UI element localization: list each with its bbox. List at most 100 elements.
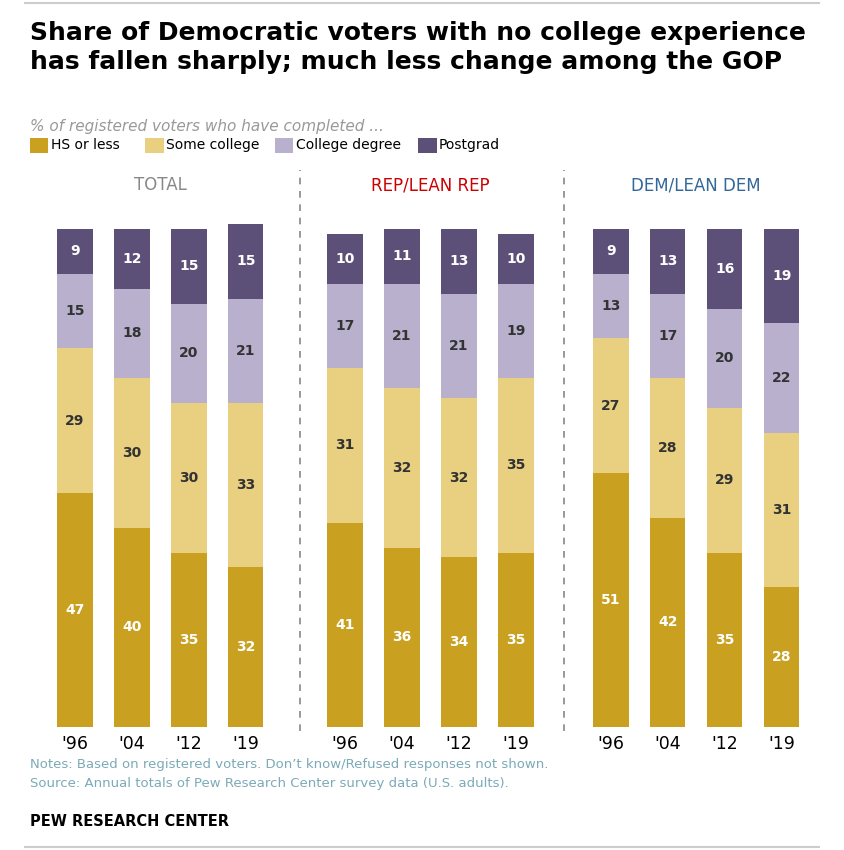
Text: 15: 15 [65, 304, 84, 318]
Text: 31: 31 [335, 439, 354, 452]
Text: 20: 20 [179, 346, 198, 360]
Text: 22: 22 [772, 371, 792, 385]
Text: 16: 16 [715, 262, 734, 275]
Text: 28: 28 [658, 441, 678, 455]
Text: 27: 27 [601, 399, 620, 412]
Bar [498, 234, 533, 284]
Bar [650, 378, 685, 518]
Text: 21: 21 [236, 344, 256, 358]
Bar [441, 558, 477, 727]
Text: 9: 9 [70, 244, 79, 258]
Text: 19: 19 [506, 324, 526, 338]
Text: 47: 47 [65, 603, 84, 617]
Bar [228, 568, 263, 727]
Text: Some college: Some college [166, 139, 260, 152]
Bar [764, 587, 799, 727]
Text: 35: 35 [715, 632, 734, 647]
Bar [593, 473, 629, 727]
Text: Notes: Based on registered voters. Don’t know/Refused responses not shown.
Sourc: Notes: Based on registered voters. Don’t… [30, 758, 548, 790]
Text: 17: 17 [658, 329, 678, 343]
Text: Postgrad: Postgrad [439, 139, 500, 152]
Text: 29: 29 [65, 414, 84, 428]
Text: 33: 33 [236, 479, 256, 492]
Bar [327, 234, 363, 284]
Text: 12: 12 [122, 252, 142, 266]
Bar [707, 229, 743, 309]
Text: 21: 21 [449, 339, 468, 353]
Bar [114, 289, 149, 378]
Text: 32: 32 [392, 461, 412, 475]
Bar [498, 378, 533, 552]
Bar [707, 408, 743, 552]
Bar [228, 224, 263, 298]
Text: 34: 34 [449, 635, 468, 649]
Bar [171, 229, 207, 303]
Text: 9: 9 [606, 244, 615, 258]
Bar [114, 229, 149, 289]
Text: 13: 13 [601, 299, 620, 313]
Text: 20: 20 [715, 351, 734, 365]
Text: 36: 36 [392, 630, 412, 644]
Bar [57, 348, 93, 493]
Text: 17: 17 [335, 319, 354, 333]
Bar [171, 403, 207, 552]
Text: 10: 10 [335, 252, 354, 266]
Text: 11: 11 [392, 249, 412, 264]
Title: REP/LEAN REP: REP/LEAN REP [371, 176, 490, 194]
Bar [764, 324, 799, 433]
Text: 13: 13 [449, 254, 468, 269]
Bar [384, 229, 419, 284]
Bar [498, 284, 533, 378]
Text: 13: 13 [658, 254, 678, 269]
Text: 51: 51 [601, 592, 620, 607]
Text: 35: 35 [179, 632, 198, 647]
Text: 30: 30 [179, 471, 198, 484]
Text: % of registered voters who have completed ...: % of registered voters who have complete… [30, 119, 383, 134]
Text: 40: 40 [122, 620, 142, 634]
Bar [57, 274, 93, 348]
Title: DEM/LEAN DEM: DEM/LEAN DEM [631, 176, 761, 194]
Bar [707, 552, 743, 727]
Text: Share of Democratic voters with no college experience
has fallen sharply; much l: Share of Democratic voters with no colle… [30, 21, 805, 74]
Text: 18: 18 [122, 326, 142, 341]
Bar [650, 229, 685, 293]
Text: 41: 41 [335, 618, 354, 632]
Bar [327, 368, 363, 523]
Text: 35: 35 [506, 632, 526, 647]
Bar [764, 433, 799, 587]
Bar [384, 547, 419, 727]
Bar [650, 293, 685, 378]
Text: 42: 42 [658, 615, 678, 629]
Text: 29: 29 [715, 473, 734, 487]
Text: PEW RESEARCH CENTER: PEW RESEARCH CENTER [30, 814, 229, 830]
Bar [441, 398, 477, 558]
Text: 10: 10 [506, 252, 526, 266]
Bar [228, 403, 263, 568]
Text: HS or less: HS or less [51, 139, 119, 152]
Bar [114, 378, 149, 528]
Text: 31: 31 [772, 503, 792, 517]
Bar [384, 284, 419, 388]
Bar [593, 229, 629, 274]
Text: 32: 32 [236, 640, 256, 654]
Bar [650, 518, 685, 727]
Bar [327, 523, 363, 727]
Text: 35: 35 [506, 458, 526, 473]
Bar [441, 229, 477, 293]
Bar [327, 284, 363, 368]
Text: 19: 19 [772, 269, 792, 283]
Text: 30: 30 [122, 446, 142, 460]
Bar [171, 552, 207, 727]
Bar [57, 229, 93, 274]
Bar [171, 303, 207, 403]
Bar [707, 309, 743, 408]
Text: 28: 28 [772, 650, 792, 664]
Bar [228, 298, 263, 403]
Text: 21: 21 [392, 329, 412, 343]
Text: 15: 15 [236, 254, 256, 269]
Bar [498, 552, 533, 727]
Text: 15: 15 [179, 259, 198, 273]
Title: TOTAL: TOTAL [134, 176, 187, 194]
Bar [384, 388, 419, 547]
Text: 32: 32 [449, 471, 468, 484]
